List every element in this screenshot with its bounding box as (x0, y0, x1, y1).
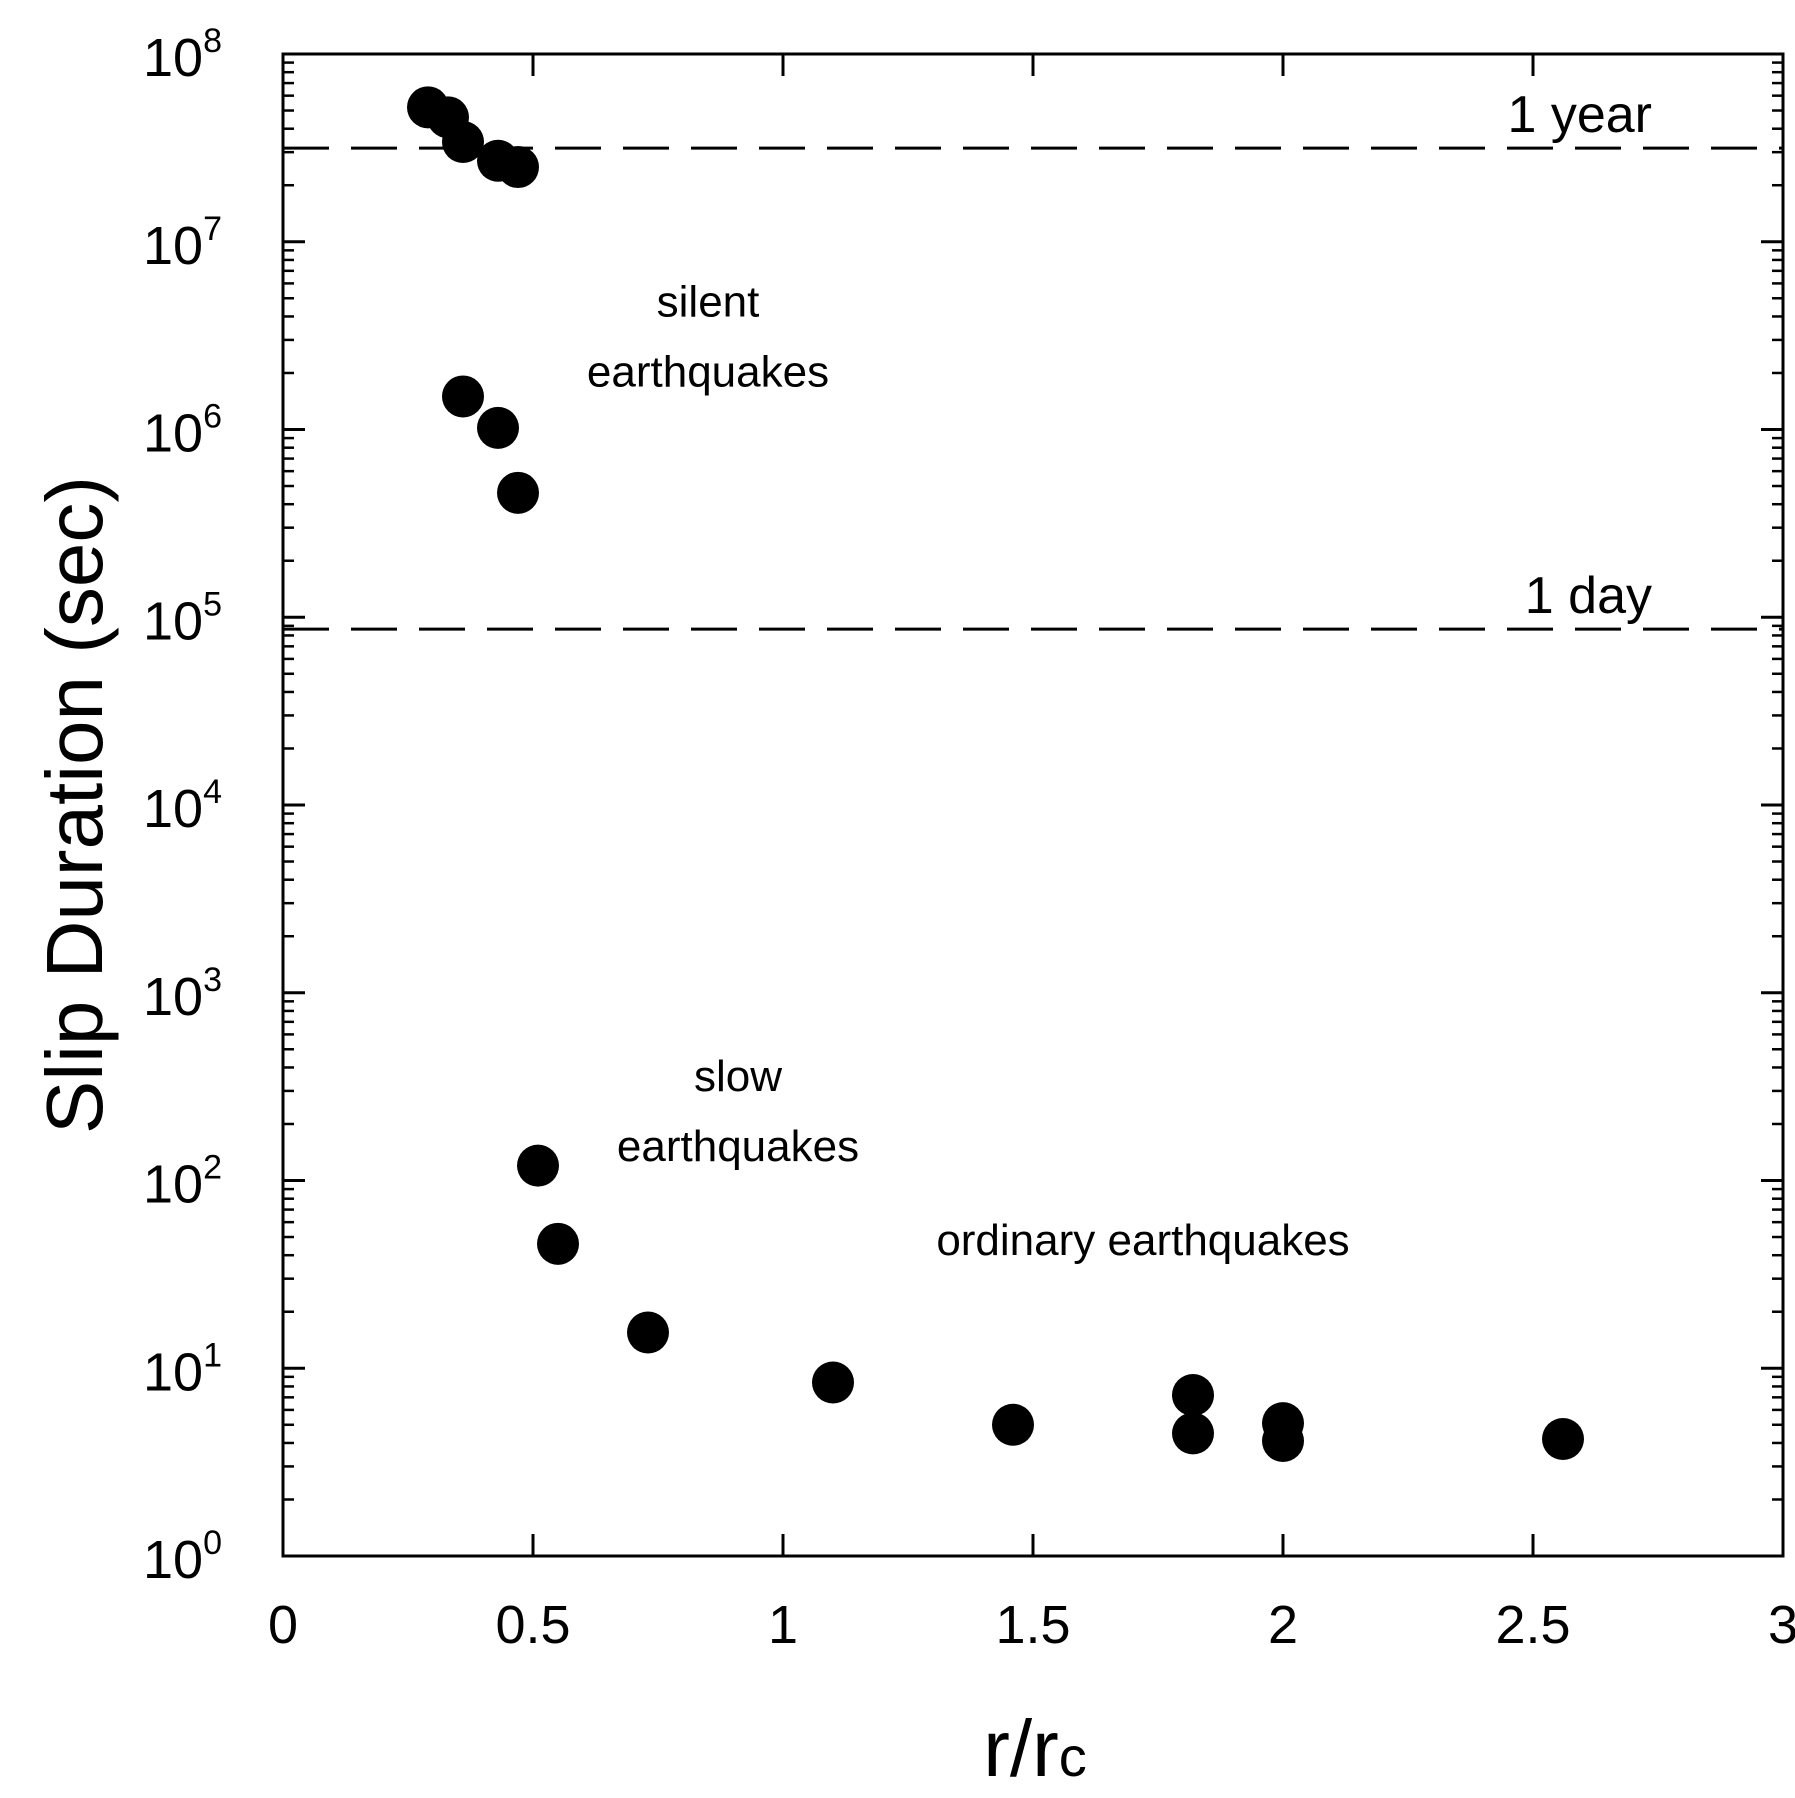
y-tick-base: 10 (143, 28, 203, 88)
annotation-line: slow (694, 1052, 782, 1101)
x-axis-title-subscript: c (1059, 1725, 1087, 1788)
reference-line-label-1: 1 day (1525, 567, 1652, 625)
data-point-14 (1172, 1412, 1214, 1455)
x-axis-title-main: r/r (983, 1704, 1059, 1793)
data-point-2 (442, 120, 484, 163)
y-tick-exponent: 4 (203, 773, 222, 811)
data-point-11 (812, 1361, 854, 1404)
annotation-line: earthquakes (587, 347, 829, 396)
y-tick-exponent: 7 (203, 210, 222, 248)
data-point-4 (497, 146, 539, 189)
annotation-line: ordinary earthquakes (936, 1216, 1349, 1265)
plot-frame (281, 52, 1785, 1558)
y-tick-label-8: 108 (143, 22, 222, 88)
y-tick-label-4: 104 (143, 773, 222, 839)
y-tick-exponent: 5 (203, 585, 222, 623)
data-point-12 (992, 1403, 1034, 1446)
x-tick-label-4: 2 (1268, 1595, 1298, 1655)
y-tick-base: 10 (143, 404, 203, 464)
y-tick-base: 10 (143, 216, 203, 276)
x-axis-title: r/rc (983, 1704, 1087, 1793)
data-point-16 (1262, 1419, 1304, 1462)
x-tick-label-5: 2.5 (1495, 1595, 1570, 1655)
data-point-13 (1172, 1374, 1214, 1417)
y-tick-label-2: 102 (143, 1149, 222, 1215)
x-tick-label-1: 0.5 (495, 1595, 570, 1655)
annotation-1: slow earthquakes (617, 1052, 859, 1171)
y-tick-exponent: 8 (203, 22, 222, 60)
y-tick-base: 10 (143, 591, 203, 651)
annotations-layer: silent earthquakes slow earthquakes ordinary… (587, 277, 1350, 1265)
y-tick-label-0: 100 (143, 1524, 222, 1590)
x-tick-label-6: 3 (1768, 1595, 1795, 1655)
x-tick-label-3: 1.5 (995, 1595, 1070, 1655)
y-tick-base: 10 (143, 967, 203, 1027)
y-tick-base: 10 (143, 1530, 203, 1590)
y-tick-exponent: 1 (203, 1336, 222, 1374)
y-tick-label-7: 107 (143, 210, 222, 276)
ticks-layer (281, 52, 1785, 1558)
y-tick-exponent: 0 (203, 1524, 222, 1562)
y-tick-base: 10 (143, 1155, 203, 1215)
data-point-10 (627, 1311, 669, 1354)
annotation-2: ordinary earthquakes (936, 1216, 1349, 1265)
annotation-0: silent earthquakes (587, 277, 829, 396)
y-tick-exponent: 3 (203, 961, 222, 999)
y-tick-label-1: 101 (143, 1336, 222, 1402)
annotation-line: earthquakes (617, 1122, 859, 1171)
data-point-17 (1542, 1417, 1584, 1460)
data-point-8 (517, 1144, 559, 1187)
y-tick-base: 10 (143, 1342, 203, 1402)
x-tick-label-0: 0 (268, 1595, 298, 1655)
y-tick-exponent: 6 (203, 398, 222, 436)
data-point-5 (442, 375, 484, 418)
data-point-9 (537, 1222, 579, 1265)
reference-line-label-0: 1 year (1507, 86, 1652, 144)
y-tick-label-3: 103 (143, 961, 222, 1027)
y-tick-base: 10 (143, 779, 203, 839)
data-points-layer (407, 86, 1584, 1462)
y-tick-exponent: 2 (203, 1149, 222, 1187)
y-tick-label-5: 105 (143, 585, 222, 651)
y-tick-label-6: 106 (143, 398, 222, 464)
reference-lines-layer (283, 146, 1783, 631)
annotation-line: silent (657, 277, 760, 326)
x-tick-label-2: 1 (768, 1595, 798, 1655)
y-axis-title: Slip Duration (sec) (30, 476, 119, 1134)
data-point-7 (497, 471, 539, 514)
data-point-6 (477, 406, 519, 449)
